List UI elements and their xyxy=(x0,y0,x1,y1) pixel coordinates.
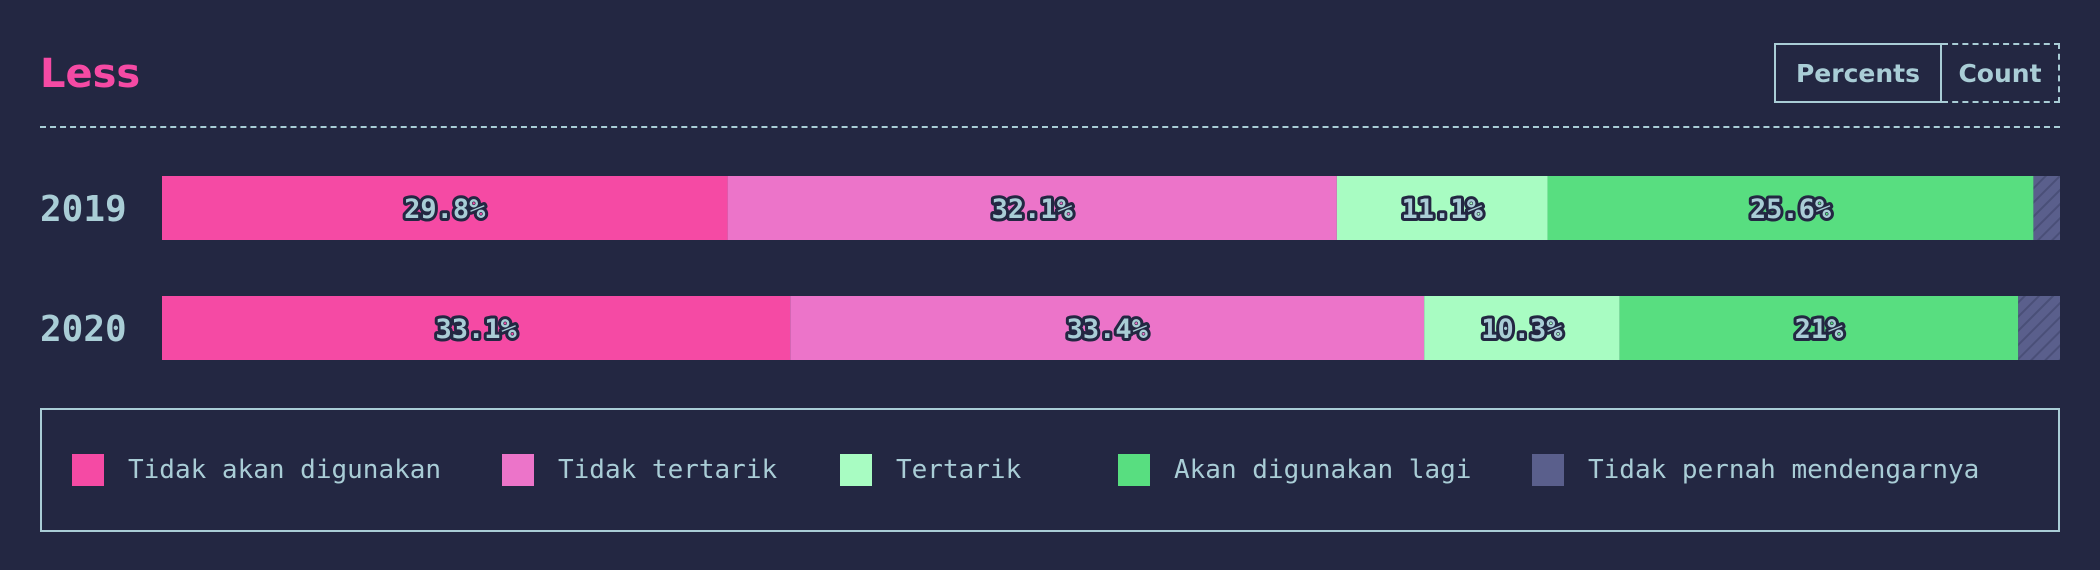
view-toggle: Percents Count xyxy=(1774,43,2060,103)
bar-value-label: 11.1% xyxy=(1402,194,1484,225)
legend-label: Tidak akan digunakan xyxy=(128,455,442,485)
category-label: 2019 xyxy=(40,189,127,230)
percents-toggle-button[interactable]: Percents xyxy=(1774,43,1942,103)
chart-title: Less xyxy=(40,51,141,97)
bar-value-label: 29.8% xyxy=(404,194,486,225)
legend-label: Tidak pernah mendengarnya xyxy=(1588,455,1980,485)
bar-segment[interactable] xyxy=(1424,296,1620,360)
legend-swatch xyxy=(1118,454,1150,486)
bar-value-label: 33.1% xyxy=(435,314,517,345)
bar-segment[interactable] xyxy=(1619,296,2019,360)
bar-segment[interactable] xyxy=(1547,176,2034,240)
bar-value-label: 21% xyxy=(1795,314,1845,345)
legend-label: Tidak tertarik xyxy=(558,455,778,485)
bar-segment[interactable] xyxy=(2033,176,2060,240)
bar-value-label: 10.3% xyxy=(1481,314,1563,345)
bar-value-label: 33.4% xyxy=(1067,314,1149,345)
bar-segment[interactable] xyxy=(162,296,791,360)
legend-swatch xyxy=(72,454,104,486)
legend: Tidak akan digunakan Tidak tertarik Tertar… xyxy=(40,408,2060,532)
legend-swatch xyxy=(502,454,534,486)
bar-value-label: 25.6% xyxy=(1750,194,1832,225)
legend-label: Akan digunakan lagi xyxy=(1174,455,1472,485)
legend-item[interactable]: Tidak pernah mendengarnya xyxy=(1532,454,1979,486)
legend-item[interactable]: Akan digunakan lagi xyxy=(1118,454,1471,486)
count-toggle-button[interactable]: Count xyxy=(1942,43,2060,103)
legend-swatch xyxy=(1532,454,1564,486)
legend-swatch xyxy=(840,454,872,486)
header-divider xyxy=(40,126,2060,128)
bar-segment[interactable] xyxy=(1336,176,1548,240)
stacked-bar-chart: 2019 29.8% 32.1% 11.1% 25.6% 2020 33.1% 33.4% 10… xyxy=(40,176,2060,360)
bar-segment[interactable] xyxy=(790,296,1425,360)
legend-label: Tertarik xyxy=(896,455,1022,485)
bar-value-label: 32.1% xyxy=(992,194,1074,225)
legend-item[interactable]: Tertarik xyxy=(840,454,1021,486)
legend-item[interactable]: Tidak tertarik xyxy=(502,454,777,486)
bar-segment[interactable] xyxy=(727,176,1337,240)
bar-segment[interactable] xyxy=(2018,296,2060,360)
category-label: 2020 xyxy=(40,309,127,350)
bar-segment[interactable] xyxy=(162,176,728,240)
legend-item[interactable]: Tidak akan digunakan xyxy=(72,454,441,486)
